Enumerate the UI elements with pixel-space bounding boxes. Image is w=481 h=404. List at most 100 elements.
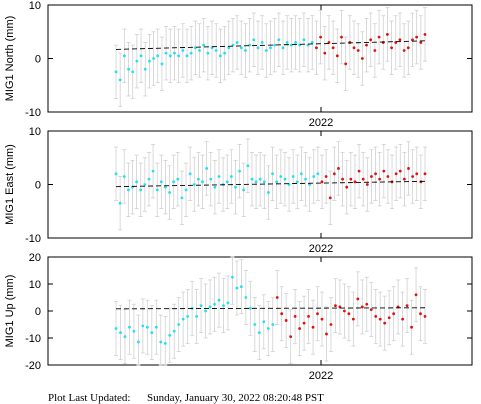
data-point <box>365 302 369 306</box>
data-point <box>147 177 151 181</box>
data-point <box>323 51 327 55</box>
mig1-up-mm-trend-line <box>115 307 426 310</box>
data-point <box>298 327 302 330</box>
data-point <box>139 54 143 58</box>
data-point <box>128 325 131 329</box>
data-point <box>378 177 382 181</box>
data-series <box>275 267 427 365</box>
data-point <box>320 317 324 321</box>
data-point <box>156 54 160 58</box>
data-point <box>383 321 387 325</box>
data-point <box>189 51 193 55</box>
mig1-north-mm-axis-label: MIG1 North (mm) <box>4 16 16 102</box>
data-point <box>262 320 266 324</box>
data-point <box>419 41 423 44</box>
data-point <box>257 331 261 334</box>
data-point <box>229 175 233 178</box>
mig1-up-mm-panel: -20 -10 0 10 20 2022 MIG1 Up (mm) <box>4 252 473 382</box>
data-point <box>172 329 176 333</box>
data-point <box>365 43 368 47</box>
data-point <box>177 323 181 326</box>
data-point <box>184 188 188 192</box>
data-point <box>365 183 369 186</box>
data-point <box>206 51 210 55</box>
data-point <box>127 67 130 71</box>
data-point <box>341 177 344 181</box>
footer-label: Plot Last Updated: <box>48 392 131 404</box>
data-point <box>310 41 314 44</box>
data-point <box>143 67 147 71</box>
data-point <box>280 312 284 316</box>
data-point <box>152 57 155 60</box>
data-point <box>374 172 377 176</box>
data-point <box>419 180 423 184</box>
data-point <box>164 185 167 189</box>
data-point <box>352 46 356 50</box>
data-point <box>419 312 422 316</box>
y-tick-label: 10 <box>29 279 41 291</box>
mig1-east-mm-axis-label: MIG1 East (mm) <box>4 144 16 225</box>
y-tick-label: 20 <box>29 252 41 264</box>
data-series <box>314 7 427 91</box>
data-point <box>168 333 172 337</box>
data-point <box>155 188 159 192</box>
data-point <box>214 49 218 52</box>
data-point <box>423 315 427 318</box>
data-point <box>119 331 122 334</box>
data-point <box>415 172 419 176</box>
data-point <box>405 304 409 307</box>
data-point <box>242 188 246 192</box>
data-point <box>118 201 122 205</box>
data-point <box>114 172 118 176</box>
data-point <box>159 340 163 344</box>
data-point <box>356 297 360 301</box>
data-point <box>213 185 217 189</box>
data-point <box>398 38 402 42</box>
data-point <box>227 46 231 50</box>
data-point <box>254 180 258 184</box>
data-point <box>198 49 201 52</box>
data-point <box>302 321 306 325</box>
data-series <box>114 256 275 366</box>
data-point <box>291 175 295 178</box>
data-point <box>353 180 357 184</box>
data-point <box>307 315 310 318</box>
y-tick-label: -20 <box>25 360 41 372</box>
data-point <box>406 46 410 50</box>
data-point <box>222 304 225 307</box>
data-point <box>332 172 336 176</box>
data-point <box>369 38 373 42</box>
data-point <box>374 315 378 318</box>
data-point <box>423 33 427 36</box>
data-point <box>185 54 189 58</box>
data-point <box>192 183 196 186</box>
data-point <box>123 335 127 339</box>
data-point <box>334 304 337 307</box>
data-point <box>414 293 418 297</box>
data-point <box>177 54 181 58</box>
data-point <box>244 49 247 52</box>
data-point <box>239 46 243 50</box>
data-point <box>238 169 242 173</box>
data-point <box>213 302 216 306</box>
data-point <box>269 46 272 50</box>
data-point <box>386 33 389 36</box>
x-tick-label: 2022 <box>309 370 333 382</box>
data-point <box>283 177 287 181</box>
y-tick-label: -10 <box>25 333 41 345</box>
data-point <box>217 175 221 178</box>
data-point <box>316 172 320 176</box>
data-point <box>284 319 288 322</box>
data-point <box>370 175 373 178</box>
data-point <box>252 38 256 42</box>
data-point <box>324 175 328 178</box>
data-point <box>164 51 168 55</box>
data-point <box>135 180 139 184</box>
mig1-east-mm-panel: -10 0 10 2022 MIG1 East (mm) <box>4 126 473 255</box>
data-point <box>180 196 184 200</box>
data-point <box>239 285 243 289</box>
data-point <box>293 315 297 318</box>
data-point <box>202 43 206 47</box>
data-point <box>246 164 250 168</box>
data-point <box>132 329 136 333</box>
